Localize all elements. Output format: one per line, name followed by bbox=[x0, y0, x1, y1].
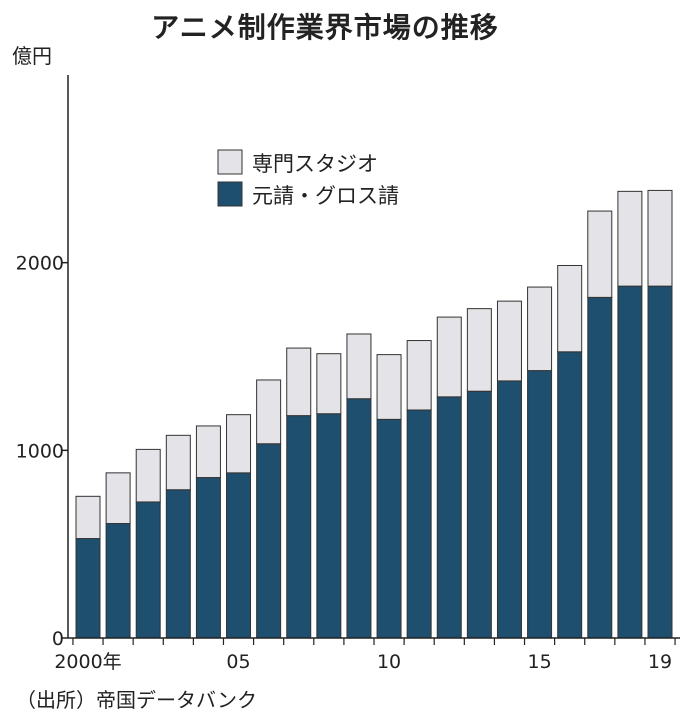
bars-group bbox=[75, 189, 673, 639]
bar-studio-2005 bbox=[226, 414, 252, 474]
bar-contract-2012 bbox=[436, 396, 462, 639]
bar-contract-2011 bbox=[406, 409, 432, 639]
bar-contract-2001 bbox=[105, 523, 131, 639]
bar-studio-2014 bbox=[496, 300, 522, 382]
x-tick-label-05: 05 bbox=[226, 651, 250, 673]
legend-swatch-contract bbox=[217, 181, 243, 207]
x-tick-label-19: 19 bbox=[648, 651, 672, 673]
bar-studio-2010 bbox=[376, 354, 402, 420]
bar-contract-2006 bbox=[256, 443, 282, 639]
bar-studio-2019 bbox=[647, 189, 673, 287]
bar-studio-2017 bbox=[587, 210, 613, 298]
bar-studio-2006 bbox=[256, 379, 282, 445]
bar-contract-2019 bbox=[647, 285, 673, 639]
source-note: （出所）帝国データバンク bbox=[16, 688, 257, 712]
bar-contract-2000 bbox=[75, 538, 101, 639]
bar-contract-2005 bbox=[226, 472, 252, 639]
y-tick-label-1000: 1000 bbox=[16, 440, 64, 462]
legend-label-studio: 専門スタジオ bbox=[252, 152, 378, 176]
bar-studio-2012 bbox=[436, 316, 462, 398]
y-tick-label-2000: 2000 bbox=[16, 253, 64, 275]
bar-contract-2016 bbox=[557, 351, 583, 639]
bar-studio-2008 bbox=[316, 353, 342, 415]
bar-contract-2015 bbox=[527, 370, 553, 639]
bar-studio-2009 bbox=[346, 333, 372, 400]
legend-swatch-studio bbox=[217, 149, 243, 175]
bar-contract-2013 bbox=[466, 390, 492, 639]
bar-contract-2004 bbox=[195, 477, 221, 639]
y-axis-unit-label: 億円 bbox=[12, 44, 52, 68]
bar-contract-2017 bbox=[587, 296, 613, 639]
bar-studio-2002 bbox=[135, 448, 161, 503]
bar-studio-2004 bbox=[195, 425, 221, 479]
x-tick-label-15: 15 bbox=[527, 651, 551, 673]
bar-studio-2016 bbox=[557, 264, 583, 353]
bar-studio-2011 bbox=[406, 340, 432, 411]
bar-contract-2014 bbox=[496, 380, 522, 639]
bar-contract-2007 bbox=[286, 415, 312, 639]
bar-studio-2001 bbox=[105, 472, 131, 525]
bar-contract-2009 bbox=[346, 398, 372, 639]
bar-studio-2018 bbox=[617, 190, 643, 287]
bar-contract-2018 bbox=[617, 285, 643, 639]
bar-studio-2013 bbox=[466, 308, 492, 392]
y-tick-label-0: 0 bbox=[52, 628, 64, 650]
chart-title: アニメ制作業界市場の推移 bbox=[151, 11, 499, 44]
bar-studio-2000 bbox=[75, 495, 101, 540]
bar-contract-2010 bbox=[376, 418, 402, 639]
bar-studio-2015 bbox=[527, 286, 553, 372]
x-tick-label-10: 10 bbox=[377, 651, 401, 673]
bar-contract-2003 bbox=[165, 489, 191, 639]
bar-studio-2007 bbox=[286, 347, 312, 417]
axes-group: 0 1000 2000 2000年 05 10 15 19 bbox=[16, 75, 680, 673]
bar-studio-2003 bbox=[165, 434, 191, 491]
legend-label-contract: 元請・グロス請 bbox=[252, 184, 399, 208]
x-tick-label-2000年: 2000年 bbox=[54, 651, 121, 673]
bar-contract-2002 bbox=[135, 501, 161, 639]
bar-contract-2008 bbox=[316, 413, 342, 639]
